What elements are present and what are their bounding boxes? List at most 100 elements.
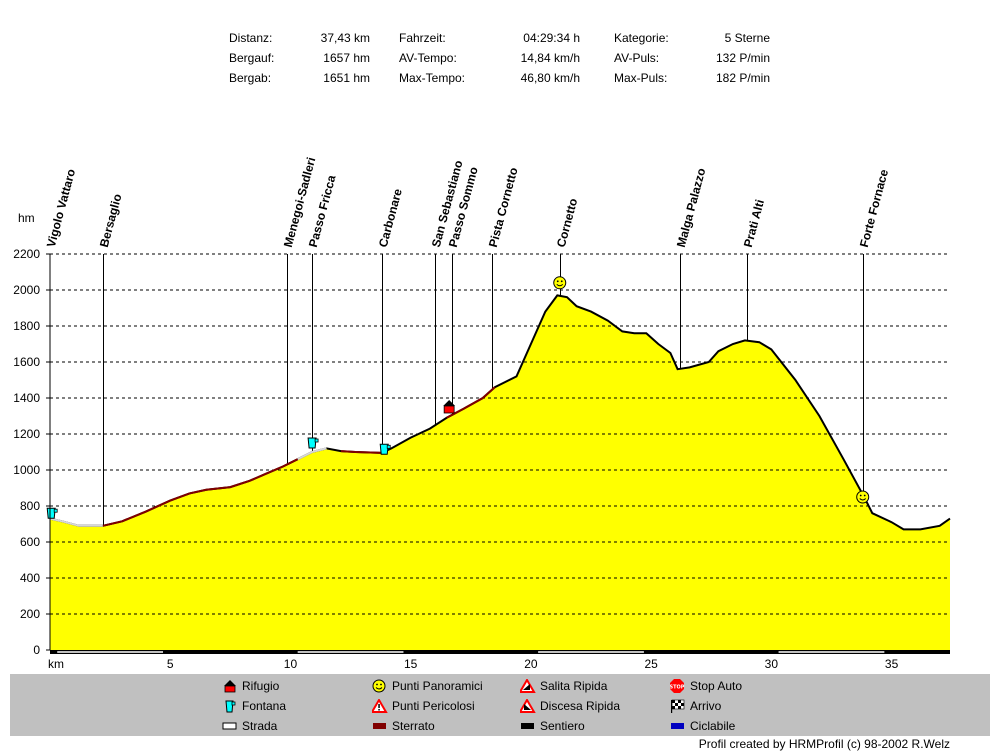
waypoint-label: Cornetto <box>554 197 580 249</box>
legend-label: Discesa Ripida <box>540 699 621 713</box>
x-axis-segment <box>297 651 404 653</box>
sentiero-icon <box>520 719 536 733</box>
fontana-icon <box>46 507 58 519</box>
legend-label: Arrivo <box>690 699 722 713</box>
surface-segment <box>102 458 299 527</box>
waypoint-label: Pista Cornetto <box>486 166 521 249</box>
waypoint-label: Malga Palazzo <box>674 167 709 249</box>
surface-segment <box>297 447 327 461</box>
legend-label: Strada <box>242 719 278 733</box>
legend-entry: Punti Panoramici <box>372 679 512 695</box>
stat-label: Kategorie: <box>614 31 669 45</box>
discesa-ripida-icon <box>518 698 536 713</box>
legend-entry: Salita Ripida <box>518 678 660 695</box>
y-tick-label: 1600 <box>13 355 40 369</box>
y-tick-label: 0 <box>33 643 40 657</box>
legend-entry: Punti Pericolosi <box>370 698 512 715</box>
y-tick-label: 1800 <box>13 319 40 333</box>
waypoint-label: Forte Fornace <box>857 168 891 249</box>
legend-entry: Strada <box>222 719 362 735</box>
legend-label: Sentiero <box>540 719 585 733</box>
stat-label: Fahrzeit: <box>399 31 446 45</box>
fontana-icon <box>307 437 319 449</box>
legend-label: Punti Panoramici <box>392 679 483 693</box>
sterrato-icon <box>372 719 388 733</box>
waypoint-label: Bersaglio <box>97 192 125 248</box>
x-axis-segment <box>538 651 644 653</box>
legend-entry: Arrivo <box>670 699 810 715</box>
surface-segment <box>446 386 496 419</box>
legend-entry: Rifugio <box>222 679 362 695</box>
stat-value: 37,43 km <box>320 31 370 45</box>
legend-label: Fontana <box>242 699 287 713</box>
stat-value: 5 Sterne <box>724 31 770 45</box>
legend-label: Rifugio <box>242 679 280 693</box>
waypoint-label: Prati Alti <box>741 198 767 249</box>
stat-label: Max-Puls: <box>614 71 668 85</box>
legend: Rifugio Fontana Strada Punti Panoramici Punt… <box>10 674 990 736</box>
x-axis-bar <box>50 650 950 654</box>
stat-label: Bergauf: <box>229 51 275 65</box>
elevation-area <box>50 295 950 650</box>
y-tick-label: 1000 <box>13 463 40 477</box>
y-tick-label: 1400 <box>13 391 40 405</box>
legend-label: Punti Pericolosi <box>392 699 475 713</box>
stat-label: Distanz: <box>229 31 273 45</box>
stop-auto-icon: STOP <box>670 679 686 693</box>
y-tick-label: 200 <box>20 607 40 621</box>
x-tick-label: 35 <box>885 657 899 671</box>
x-tick-label: 20 <box>524 657 538 671</box>
legend-entry: Ciclabile <box>670 719 810 735</box>
svg-text:STOP: STOP <box>670 685 685 691</box>
stat-label: AV-Puls: <box>614 51 660 65</box>
y-tick-label: 2000 <box>13 283 40 297</box>
legend-label: Sterrato <box>392 719 435 733</box>
stat-value: 1651 hm <box>323 71 370 85</box>
punti-pericolosi-icon <box>370 698 388 713</box>
arrivo-icon <box>670 699 686 713</box>
stats-panel: Distanz: 37,43 km Bergauf: 1657 hm Bergab: 16… <box>0 0 1000 100</box>
legend-entry: Discesa Ripida <box>518 698 660 715</box>
legend-entry: Fontana <box>222 699 362 715</box>
x-axis-segment <box>778 651 885 653</box>
strada-icon <box>222 719 238 733</box>
credit-text: Profil created by HRMProfil (c) 98-2002 … <box>698 737 950 751</box>
ciclabile-icon <box>670 719 686 733</box>
surface-segment <box>340 450 382 454</box>
y-tick-label: 600 <box>20 535 40 549</box>
legend-entry: Sterrato <box>372 719 512 735</box>
panoramico-icon <box>856 490 870 504</box>
stat-label: Max-Tempo: <box>399 71 466 85</box>
x-axis-label: km <box>48 657 64 671</box>
stat-value: 182 P/min <box>715 71 770 85</box>
stat-value: 132 P/min <box>715 51 770 65</box>
punti-panoramici-icon <box>372 679 388 693</box>
legend-label: Salita Ripida <box>540 679 608 693</box>
stat-label: AV-Tempo: <box>399 51 457 65</box>
y-tick-label: 2200 <box>13 247 40 261</box>
stat-label: Bergab: <box>229 71 272 85</box>
elevation-chart: hm km 0 200 400 600 800 1000 1200 1400 1600 1800 200… <box>13 156 951 671</box>
x-axis-segment <box>57 651 164 653</box>
waypoint-label: Carbonare <box>376 187 405 249</box>
y-tick-label: 800 <box>20 499 40 513</box>
panoramico-icon <box>553 276 567 290</box>
x-tick-label: 30 <box>765 657 779 671</box>
x-tick-label: 25 <box>644 657 658 671</box>
x-tick-label: 5 <box>167 657 174 671</box>
legend-label: Stop Auto <box>690 679 743 693</box>
y-tick-label: 1200 <box>13 427 40 441</box>
rifugio-icon <box>443 400 456 414</box>
legend-label: Ciclabile <box>690 719 736 733</box>
x-tick-label: 10 <box>284 657 298 671</box>
stat-value: 46,80 km/h <box>520 71 580 85</box>
x-tick-label: 15 <box>404 657 418 671</box>
stat-value: 14,84 km/h <box>520 51 580 65</box>
fontana-icon <box>379 443 391 455</box>
rifugio-icon <box>222 679 238 693</box>
waypoint-label: Vigolo Vattaro <box>44 167 78 248</box>
salita-ripida-icon <box>518 678 536 693</box>
stat-value: 1657 hm <box>323 51 370 65</box>
stat-value: 04:29:34 h <box>523 31 580 45</box>
fontana-icon <box>222 699 238 713</box>
